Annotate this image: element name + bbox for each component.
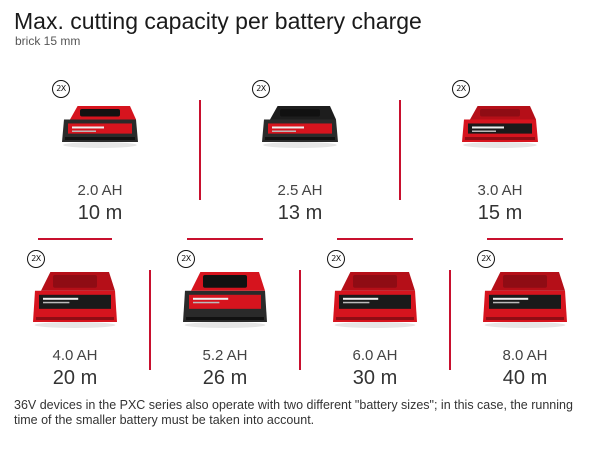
battery-capacity-label: 2.0 AH [77, 182, 123, 199]
quantity-badge: 2X [477, 250, 495, 268]
divider-horizontal [487, 238, 563, 240]
divider-vertical [149, 270, 151, 370]
battery-pack-image [460, 102, 540, 153]
battery-pack-image [31, 268, 119, 333]
cutting-distance-value: 40 m [502, 367, 548, 389]
divider-vertical [449, 270, 451, 370]
battery-pack-image [60, 102, 140, 153]
battery-pack-image [260, 102, 340, 153]
quantity-badge: 2X [177, 250, 195, 268]
cutting-distance-value: 15 m [477, 202, 523, 224]
battery-capacity-label: 5.2 AH [202, 347, 248, 364]
battery-pack-image [331, 268, 419, 333]
cutting-distance-value: 26 m [202, 367, 248, 389]
divider-vertical [199, 100, 201, 200]
cutting-distance-value: 30 m [352, 367, 398, 389]
page-title: Max. cutting capacity per battery charge [14, 8, 422, 34]
divider-horizontal [337, 238, 413, 240]
quantity-badge: 2X [327, 250, 345, 268]
battery-capacity-label: 4.0 AH [52, 347, 98, 364]
divider-horizontal [187, 238, 263, 240]
quantity-badge: 2X [252, 80, 270, 98]
divider-vertical [299, 270, 301, 370]
cutting-distance-value: 20 m [52, 367, 98, 389]
page-subtitle: brick 15 mm [15, 34, 81, 48]
divider-vertical [399, 100, 401, 200]
battery-capacity-label: 6.0 AH [352, 347, 398, 364]
divider-horizontal [38, 238, 112, 240]
quantity-badge: 2X [27, 250, 45, 268]
footnote: 36V devices in the PXC series also opera… [14, 398, 573, 427]
quantity-badge: 2X [52, 80, 70, 98]
battery-capacity-label: 2.5 AH [277, 182, 323, 199]
battery-capacity-label: 3.0 AH [477, 182, 523, 199]
battery-pack-image [481, 268, 569, 333]
battery-pack-image [181, 268, 269, 333]
cutting-distance-value: 10 m [77, 202, 123, 224]
battery-capacity-label: 8.0 AH [502, 347, 548, 364]
cutting-distance-value: 13 m [277, 202, 323, 224]
quantity-badge: 2X [452, 80, 470, 98]
